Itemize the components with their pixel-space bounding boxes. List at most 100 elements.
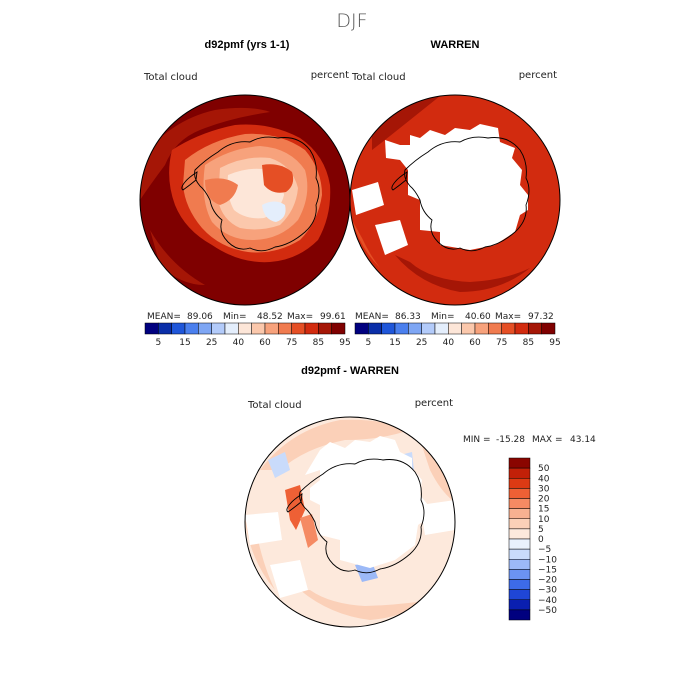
- colorbar-swatch: [508, 518, 531, 530]
- panel-diff-contour: [420, 440, 452, 500]
- colorbar-swatch: [198, 322, 212, 335]
- colorbar-swatch: [421, 322, 436, 335]
- colorbar-swatch: [184, 322, 199, 335]
- colorbar-swatch: [488, 322, 502, 335]
- panel-diff-missing-data: [270, 560, 308, 598]
- panel-diff-min-value: -15.28: [496, 435, 525, 445]
- panel-diff-missing-data: [305, 436, 428, 568]
- panel-model-contour: [140, 107, 270, 200]
- colorbar-swatch: [474, 322, 489, 335]
- colorbar-tick-label: −50: [538, 606, 557, 616]
- colorbar-swatch: [508, 498, 531, 509]
- colorbar-swatch: [211, 322, 226, 335]
- colorbar-swatch: [368, 322, 382, 335]
- panel-model-max-value: 99.61: [320, 312, 346, 322]
- panel-diff-max-label: MAX =: [532, 435, 563, 445]
- colorbar-tick-label: −40: [538, 596, 557, 606]
- colorbar-swatch: [508, 467, 531, 479]
- colorbar-swatch: [434, 322, 449, 335]
- panel-obs-contour: [372, 96, 440, 150]
- panel-obs-missing-data: [375, 220, 408, 255]
- panel-obs-peninsula: [391, 171, 408, 191]
- page-title: DJF: [336, 10, 367, 32]
- panel-diff: d92pmf - WARREN Total cloud percent MIN …: [244, 365, 596, 628]
- colorbar-tick-label: 40: [443, 338, 455, 348]
- colorbar-tick-label: 5: [155, 338, 161, 348]
- colorbar-swatch: [508, 548, 531, 560]
- colorbar-swatch: [508, 478, 531, 489]
- colorbar-swatch: [264, 322, 279, 335]
- colorbar-tick-label: −10: [538, 555, 557, 565]
- panel-model-left-label: Total cloud: [143, 72, 198, 83]
- colorbar-swatch: [541, 322, 556, 335]
- colorbar-swatch: [224, 322, 239, 335]
- panel-diff-peninsula: [286, 493, 303, 513]
- colorbar-tick-label: 95: [549, 338, 560, 348]
- panel-diff-contour: [260, 419, 410, 470]
- colorbar-swatch: [251, 322, 266, 335]
- panel-diff-contour: [300, 514, 318, 548]
- colorbar-tick-label: 40: [233, 338, 245, 348]
- panel-obs-mean-value: 86.33: [395, 312, 421, 322]
- colorbar-swatch: [331, 322, 346, 335]
- panel-diff-map-border: [244, 416, 456, 628]
- panel-model-contour: [262, 201, 286, 222]
- panel-diff-right-label: percent: [415, 398, 453, 409]
- colorbar-swatch: [408, 322, 422, 335]
- panel-diff-coastline: [299, 458, 425, 574]
- panel-obs-missing-data: [400, 124, 528, 250]
- colorbar-swatch: [508, 528, 531, 540]
- panel-model: d92pmf (yrs 1-1) Total cloud percent MEA…: [139, 39, 351, 348]
- panel-model-title: d92pmf (yrs 1-1): [205, 39, 290, 51]
- colorbar-swatch: [508, 559, 531, 570]
- panel-model-peninsula: [181, 171, 198, 191]
- panel-model-contour: [205, 178, 238, 205]
- panel-obs-map-border: [349, 94, 561, 306]
- panel-diff-min-label: MIN =: [463, 435, 491, 445]
- panel-model-colorbar: 5 15 25 40 60 75 85 95: [144, 322, 351, 348]
- panel-diff-title: d92pmf - WARREN: [301, 365, 399, 377]
- colorbar-tick-label: −20: [538, 576, 557, 586]
- panel-diff-contour: [268, 452, 290, 478]
- panel-diff-contour: [300, 590, 430, 620]
- colorbar-swatch: [354, 322, 369, 335]
- panel-obs-min-value: 40.60: [465, 312, 491, 322]
- panel-diff-max-value: 43.14: [570, 435, 596, 445]
- colorbar-swatch: [508, 488, 531, 499]
- colorbar-swatch: [508, 457, 531, 469]
- colorbar-swatch: [508, 579, 531, 590]
- colorbar-swatch: [158, 322, 172, 335]
- colorbar-swatch: [318, 322, 332, 335]
- panel-obs-missing-data: [352, 182, 384, 215]
- colorbar-tick-label: 60: [259, 338, 271, 348]
- colorbar-swatch: [304, 322, 319, 335]
- panel-model-contour: [262, 164, 294, 193]
- colorbar-swatch: [144, 322, 159, 335]
- colorbar-swatch: [171, 322, 186, 335]
- colorbar-tick-label: −30: [538, 586, 557, 596]
- colorbar-swatch: [448, 322, 462, 335]
- colorbar-tick-label: 50: [538, 464, 550, 474]
- panel-obs-colorbar: 5 15 25 40 60 75 85 95: [354, 322, 561, 348]
- colorbar-swatch: [508, 508, 531, 520]
- panel-diff-left-label: Total cloud: [247, 400, 302, 411]
- colorbar-swatch: [291, 322, 306, 335]
- colorbar-swatch: [501, 322, 516, 335]
- colorbar-tick-label: 15: [538, 505, 549, 515]
- colorbar-tick-label: 10: [538, 515, 550, 525]
- panel-model-map: [140, 95, 350, 305]
- panel-obs-title: WARREN: [431, 39, 480, 51]
- panel-diff-missing-data: [420, 500, 455, 535]
- panel-obs: WARREN Total cloud percent MEAN= 86.33 M…: [349, 39, 561, 348]
- colorbar-tick-label: 95: [339, 338, 350, 348]
- panel-model-min-label: Min=: [223, 312, 247, 322]
- panel-model-max-label: Max=: [287, 312, 313, 322]
- panel-obs-coastline: [404, 136, 530, 252]
- panel-diff-map: [245, 417, 455, 627]
- colorbar-tick-label: 75: [286, 338, 297, 348]
- colorbar-swatch: [508, 609, 531, 621]
- colorbar-swatch: [508, 599, 531, 611]
